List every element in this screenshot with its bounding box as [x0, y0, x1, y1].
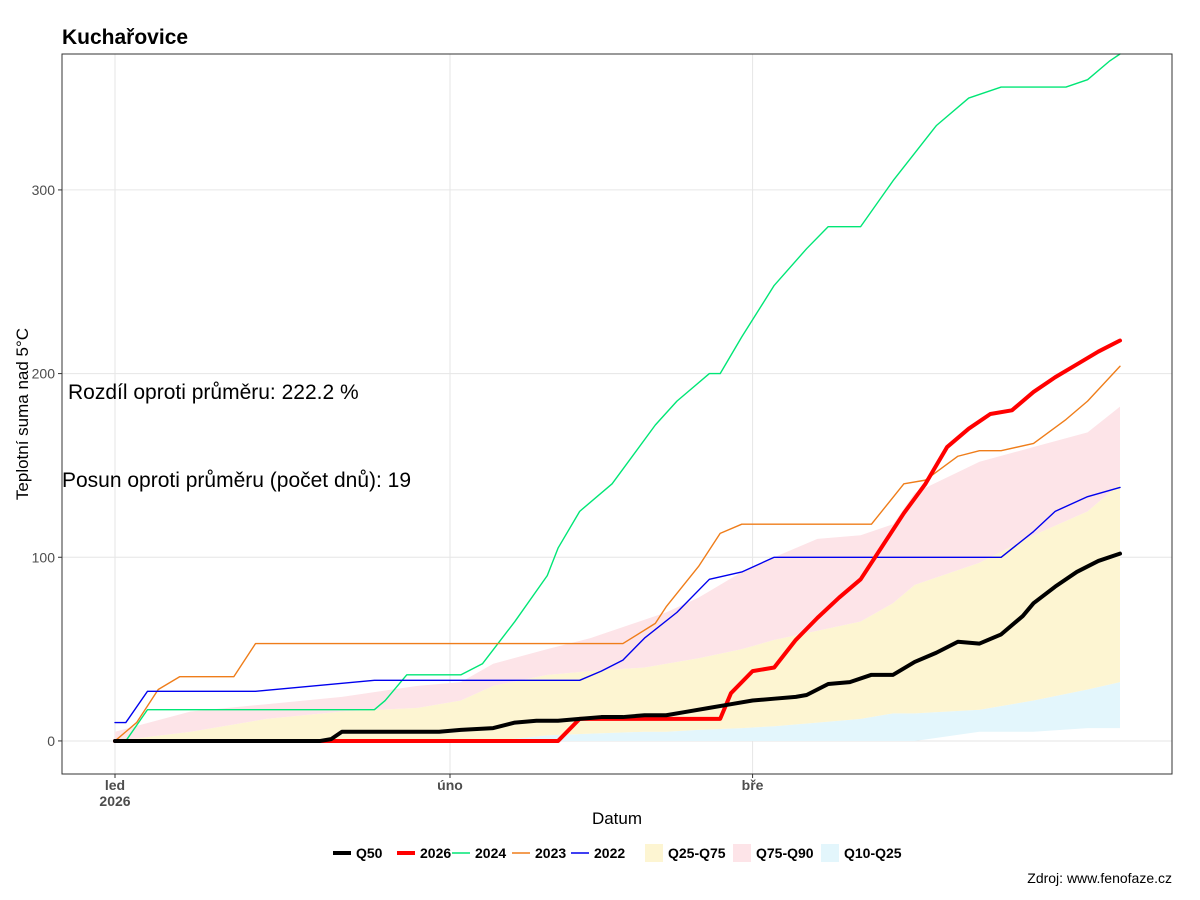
plot-panel-border: [61, 53, 1173, 775]
legend-item-q10-q25: Q10-Q25: [821, 844, 902, 862]
legend-label: 2022: [594, 845, 625, 861]
y-tick-label: 200: [32, 366, 56, 382]
legend-label: Q50: [356, 845, 383, 861]
legend-item-2023: 2023: [512, 845, 566, 861]
legend-key-box: [821, 844, 839, 862]
y-axis-title: Teplotní suma nad 5°C: [13, 328, 32, 500]
band-q75-q90: [115, 406, 1120, 741]
x-tick-label: bře: [742, 777, 764, 793]
series-line-2022: [114, 486, 1121, 724]
legend-item-q75-q90: Q75-Q90: [733, 844, 814, 862]
series-line-2026: [113, 338, 1122, 743]
legend-key-box: [645, 844, 663, 862]
y-tick-label: 300: [32, 182, 56, 198]
x-axis-title: Datum: [592, 809, 642, 828]
legend: Q50 2026 2024 2023 2022 Q25-Q75 Q75-Q90 Q10-Q25: [333, 844, 902, 862]
annotation-shift: Posun oproti průměru (počet dnů): 19: [62, 469, 411, 492]
legend-item-2022: 2022: [571, 845, 625, 861]
series-line-q50: [113, 551, 1122, 743]
band-q10-q25: [115, 682, 1120, 741]
legend-item-2026: 2026: [397, 845, 451, 861]
legend-key-box: [733, 844, 751, 862]
plot-grid: [62, 54, 1172, 774]
y-tick-label: 100: [32, 549, 56, 565]
plot-series: [113, 53, 1122, 743]
y-tick-label: 0: [47, 733, 55, 749]
legend-item-q50: Q50: [333, 845, 383, 861]
x-tick-label: úno: [437, 777, 463, 793]
legend-label: 2023: [535, 845, 566, 861]
legend-label: 2024: [475, 845, 506, 861]
series-line-2023: [114, 365, 1121, 742]
legend-label: 2026: [420, 845, 451, 861]
legend-label: Q10-Q25: [844, 845, 902, 861]
x-tick-label: led: [105, 777, 125, 793]
legend-label: Q25-Q75: [668, 845, 726, 861]
legend-item-q25-q75: Q25-Q75: [645, 844, 726, 862]
x-tick-label: 2026: [99, 793, 130, 809]
legend-label: Q75-Q90: [756, 845, 814, 861]
legend-item-2024: 2024: [452, 845, 506, 861]
annotation-difference: Rozdíl oproti průměru: 222.2 %: [68, 381, 359, 404]
series-line-2024: [114, 53, 1121, 742]
chart-title: Kuchařovice: [62, 26, 188, 49]
source-note: Zdroj: www.fenofaze.cz: [1027, 870, 1172, 886]
